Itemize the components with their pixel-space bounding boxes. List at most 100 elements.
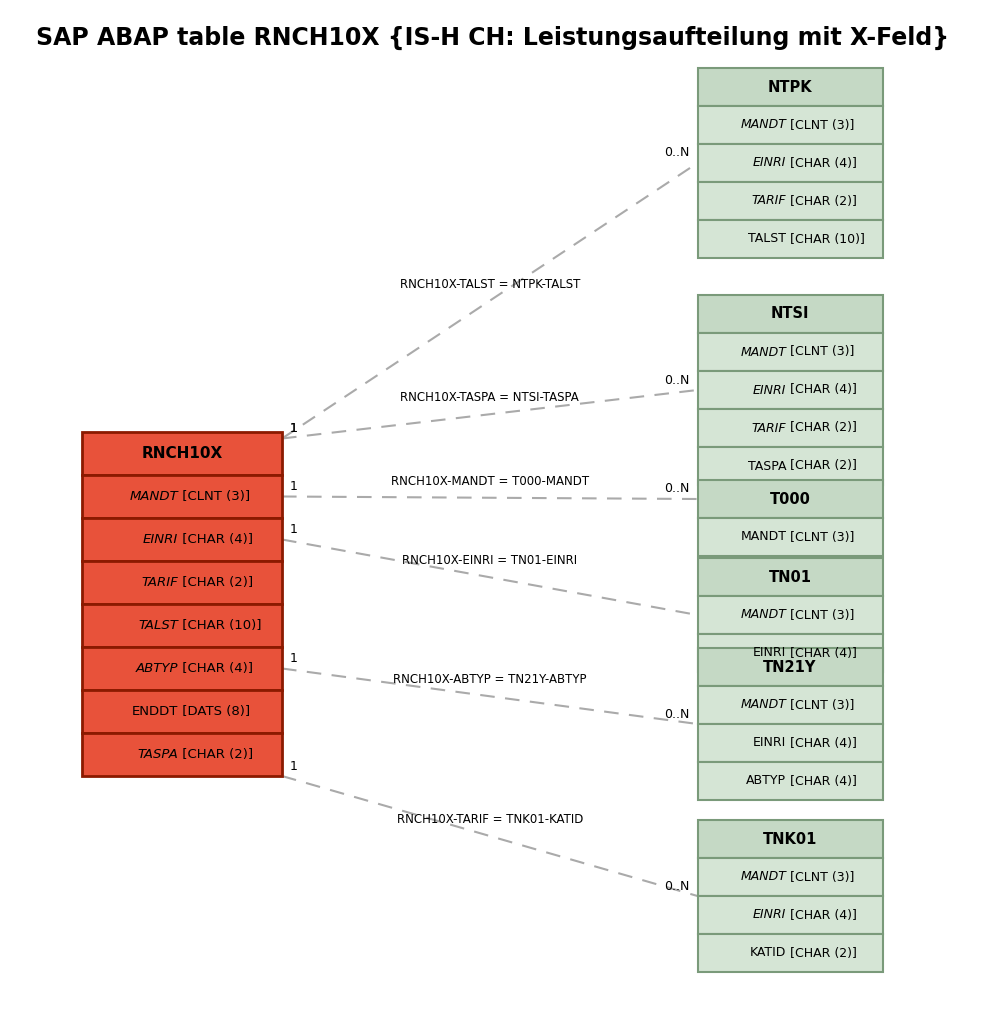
Bar	[697, 144, 881, 182]
Text: 0..N: 0..N	[664, 879, 689, 892]
Text: [CLNT (3)]: [CLNT (3)]	[786, 345, 854, 358]
Text: TARIF: TARIF	[141, 576, 177, 589]
Text: RNCH10X-TARIF = TNK01-KATID: RNCH10X-TARIF = TNK01-KATID	[396, 813, 583, 826]
Bar	[82, 604, 282, 647]
Text: T000: T000	[769, 492, 810, 506]
Bar	[697, 220, 881, 258]
Bar	[697, 295, 881, 333]
Bar	[697, 686, 881, 724]
Text: ABTYP: ABTYP	[135, 662, 177, 675]
Text: [CLNT (3)]: [CLNT (3)]	[786, 531, 854, 543]
Text: EINRI: EINRI	[752, 383, 786, 396]
Text: [CHAR (2)]: [CHAR (2)]	[786, 947, 856, 959]
Bar	[82, 561, 282, 604]
Bar	[697, 896, 881, 934]
Text: MANDT: MANDT	[740, 871, 786, 883]
Text: RNCH10X: RNCH10X	[141, 446, 223, 461]
Text: TALST: TALST	[747, 232, 786, 245]
Text: 0..N: 0..N	[664, 374, 689, 386]
Text: NTPK: NTPK	[767, 79, 811, 94]
Text: EINRI: EINRI	[752, 736, 786, 750]
Text: [CLNT (3)]: [CLNT (3)]	[786, 609, 854, 621]
Bar	[697, 333, 881, 371]
Text: RNCH10X-MANDT = T000-MANDT: RNCH10X-MANDT = T000-MANDT	[390, 474, 589, 488]
Bar	[697, 68, 881, 106]
Text: [CHAR (2)]: [CHAR (2)]	[786, 421, 856, 434]
Text: [CHAR (4)]: [CHAR (4)]	[786, 736, 856, 750]
Text: [CHAR (2)]: [CHAR (2)]	[786, 194, 856, 207]
Text: [CHAR (4)]: [CHAR (4)]	[786, 909, 856, 921]
Bar	[697, 762, 881, 800]
Text: RNCH10X-TASPA = NTSI-TASPA: RNCH10X-TASPA = NTSI-TASPA	[400, 391, 579, 405]
Bar	[697, 480, 881, 518]
Bar	[697, 182, 881, 220]
Text: 1: 1	[290, 523, 298, 536]
Text: [CLNT (3)]: [CLNT (3)]	[786, 118, 854, 131]
Text: EINRI: EINRI	[143, 533, 177, 546]
Text: TN21Y: TN21Y	[762, 659, 815, 675]
Text: 0..N: 0..N	[664, 708, 689, 721]
Text: [DATS (8)]: [DATS (8)]	[177, 705, 249, 718]
Text: 0..N: 0..N	[664, 483, 689, 495]
Text: [CHAR (4)]: [CHAR (4)]	[177, 662, 252, 675]
Bar	[697, 820, 881, 858]
Text: [CHAR (10)]: [CHAR (10)]	[177, 619, 261, 632]
Bar	[697, 634, 881, 672]
Bar	[697, 724, 881, 762]
Text: EINRI: EINRI	[752, 909, 786, 921]
Text: MANDT: MANDT	[129, 490, 177, 503]
Text: [CLNT (3)]: [CLNT (3)]	[786, 698, 854, 712]
Text: MANDT: MANDT	[740, 118, 786, 131]
Text: TARIF: TARIF	[751, 421, 786, 434]
Bar	[697, 518, 881, 556]
Text: RNCH10X-ABTYP = TN21Y-ABTYP: RNCH10X-ABTYP = TN21Y-ABTYP	[392, 674, 586, 686]
Text: 0..N: 0..N	[664, 147, 689, 159]
Text: EINRI: EINRI	[752, 647, 786, 659]
Text: TNK01: TNK01	[762, 832, 816, 846]
Text: ENDDT: ENDDT	[131, 705, 177, 718]
Text: 1: 1	[290, 760, 298, 772]
Text: RNCH10X-TALST = NTPK-TALST: RNCH10X-TALST = NTPK-TALST	[399, 277, 580, 291]
Text: TARIF: TARIF	[751, 194, 786, 207]
Text: [CHAR (4)]: [CHAR (4)]	[786, 383, 856, 396]
Text: MANDT: MANDT	[740, 698, 786, 712]
Bar	[697, 106, 881, 144]
Text: TASPA: TASPA	[747, 459, 786, 472]
Bar	[697, 858, 881, 896]
Text: [CHAR (4)]: [CHAR (4)]	[786, 774, 856, 788]
Text: TASPA: TASPA	[137, 748, 177, 761]
Bar	[697, 934, 881, 972]
Bar	[82, 432, 282, 476]
Bar	[82, 690, 282, 733]
Bar	[82, 518, 282, 561]
Text: [CHAR (2)]: [CHAR (2)]	[177, 748, 252, 761]
Text: [CHAR (4)]: [CHAR (4)]	[786, 156, 856, 169]
Text: [CHAR (10)]: [CHAR (10)]	[786, 232, 865, 245]
Text: MANDT: MANDT	[740, 345, 786, 358]
Bar	[82, 476, 282, 518]
Text: [CLNT (3)]: [CLNT (3)]	[786, 871, 854, 883]
Text: RNCH10X-EINRI = TN01-EINRI: RNCH10X-EINRI = TN01-EINRI	[401, 555, 577, 567]
Bar	[697, 447, 881, 485]
Text: MANDT: MANDT	[740, 609, 786, 621]
Text: [CHAR (4)]: [CHAR (4)]	[786, 647, 856, 659]
Text: [CHAR (2)]: [CHAR (2)]	[177, 576, 252, 589]
Bar	[697, 596, 881, 634]
Bar	[697, 409, 881, 447]
Text: 1: 1	[290, 422, 298, 435]
Text: SAP ABAP table RNCH10X {IS-H CH: Leistungsaufteilung mit X-Feld}: SAP ABAP table RNCH10X {IS-H CH: Leistun…	[36, 26, 949, 50]
Text: [CHAR (2)]: [CHAR (2)]	[786, 459, 856, 472]
Bar	[82, 647, 282, 690]
Text: KATID: KATID	[749, 947, 786, 959]
Text: [CHAR (4)]: [CHAR (4)]	[177, 533, 252, 546]
Text: ABTYP: ABTYP	[745, 774, 786, 788]
Text: 1: 1	[290, 422, 298, 435]
Bar	[697, 558, 881, 596]
Bar	[82, 733, 282, 776]
Text: EINRI: EINRI	[752, 156, 786, 169]
Text: 1: 1	[290, 480, 298, 493]
Text: MANDT: MANDT	[740, 531, 786, 543]
Text: 1: 1	[290, 652, 298, 665]
Text: [CLNT (3)]: [CLNT (3)]	[177, 490, 249, 503]
Bar	[697, 648, 881, 686]
